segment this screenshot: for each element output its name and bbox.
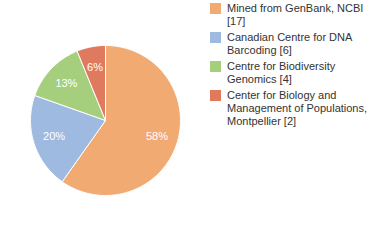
svg-text:58%: 58%	[146, 130, 168, 142]
svg-text:20%: 20%	[43, 130, 65, 142]
html-text:Center for Biology and Managem: Center for Biology and Management of Pop…	[227, 89, 367, 127]
svg-text:6%: 6%	[87, 61, 103, 73]
html-text:Canadian Centre for DNA Barcod: Canadian Centre for DNA Barcoding [6]	[227, 31, 352, 56]
html-text:Mined from GenBank, NCBI [17]: Mined from GenBank, NCBI [17]	[227, 2, 364, 27]
svg-text:13%: 13%	[55, 77, 77, 89]
html-text:Centre for Biodiversity Genomi: Centre for Biodiversity Genomics [4]	[227, 60, 336, 85]
